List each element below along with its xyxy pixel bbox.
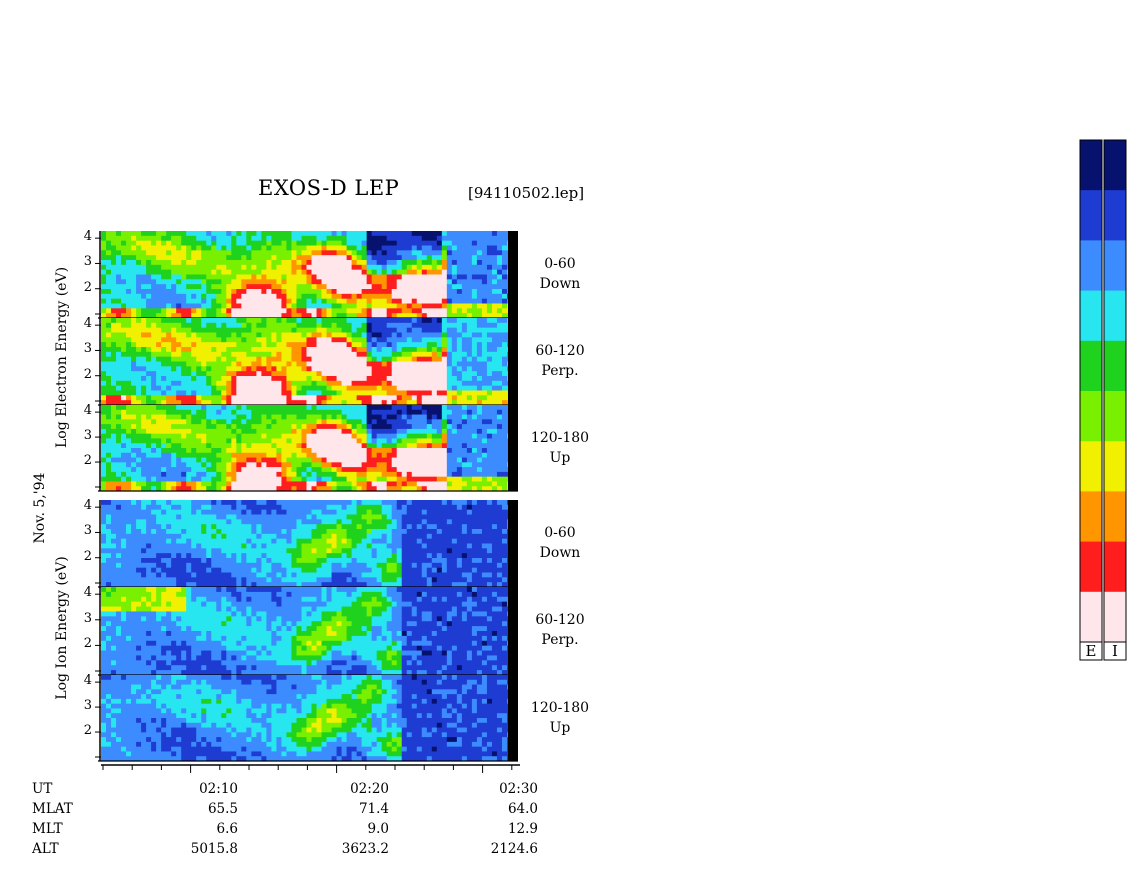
spectrogram-panel-2 (101, 318, 518, 406)
ephemeris-row-name: MLT (32, 821, 63, 837)
panel-channel-label: 0-60 Down (525, 254, 595, 294)
pitch-angle-label: 0-60 (544, 525, 576, 541)
ephemeris-value: 02:30 (499, 781, 538, 797)
ephemeris-row-name: ALT (32, 841, 59, 857)
y-tick-label: 3 (83, 698, 92, 714)
chart-title: EXOS-D LEP (258, 176, 400, 200)
y-tick-label: 2 (83, 723, 92, 739)
spectrogram-panel-1 (101, 231, 518, 319)
colorbar-letter-i: I (1112, 642, 1118, 660)
y-tick-label: 4 (83, 316, 92, 332)
colorbar-ion (1103, 139, 1127, 661)
y-tick-label: 4 (83, 403, 92, 419)
y-tick-label: 2 (83, 548, 92, 564)
ephemeris-value: 12.9 (507, 821, 538, 837)
ephemeris-value: 9.0 (367, 821, 389, 837)
pitch-angle-label: 0-60 (544, 256, 576, 272)
direction-label: Up (549, 720, 571, 736)
ephemeris-value: 6.6 (216, 821, 238, 837)
pitch-angle-label: 120-180 (530, 700, 590, 716)
direction-label: Down (539, 276, 581, 292)
ephemeris-row-name: UT (32, 781, 53, 797)
ephemeris-row-name: MLAT (32, 801, 73, 817)
pitch-angle-label: 60-120 (535, 612, 585, 628)
y-tick-label: 4 (83, 229, 92, 245)
y-tick-label: 3 (83, 523, 92, 539)
y-tick-label: 3 (83, 254, 92, 270)
y-tick-label: 4 (83, 585, 92, 601)
ephemeris-value: 64.0 (507, 801, 538, 817)
spectrogram-panel-6 (101, 675, 518, 762)
ephemeris-value: 5015.8 (190, 841, 238, 857)
direction-label: Perp. (541, 363, 579, 379)
spectrogram-panel-4 (101, 500, 518, 588)
y-tick-label: 4 (83, 498, 92, 514)
spectrogram-panel-5 (101, 587, 518, 676)
panel-channel-label: 0-60 Down (525, 523, 595, 563)
ephemeris-value: 02:10 (199, 781, 238, 797)
panel-channel-label: 120-180 Up (525, 698, 595, 738)
direction-label: Perp. (541, 632, 579, 648)
ephemeris-value: 3623.2 (341, 841, 389, 857)
y-tick-label: 3 (83, 610, 92, 626)
ephemeris-value: 65.5 (207, 801, 238, 817)
y-tick-label: 2 (83, 279, 92, 295)
panel-channel-label: 60-120 Perp. (525, 341, 595, 381)
y-tick-label: 3 (83, 428, 92, 444)
panel-channel-label: 60-120 Perp. (525, 610, 595, 650)
ephemeris-value: 71.4 (358, 801, 389, 817)
file-name: [94110502.lep] (468, 184, 585, 202)
direction-label: Up (549, 450, 571, 466)
y-tick-label: 3 (83, 341, 92, 357)
y-tick-label: 4 (83, 673, 92, 689)
colorbar-electron (1079, 139, 1103, 661)
y-tick-label: 2 (83, 453, 92, 469)
pitch-angle-label: 60-120 (535, 343, 585, 359)
pitch-angle-label: 120-180 (530, 430, 590, 446)
ephemeris-value: 2124.6 (490, 841, 538, 857)
colorbar-letter-e: E (1085, 642, 1097, 660)
y-tick-label: 2 (83, 636, 92, 652)
panel-channel-label: 120-180 Up (525, 428, 595, 468)
y-tick-label: 2 (83, 366, 92, 382)
ephemeris-value: 02:20 (350, 781, 389, 797)
direction-label: Down (539, 545, 581, 561)
spectrogram-panel-3 (101, 405, 518, 492)
